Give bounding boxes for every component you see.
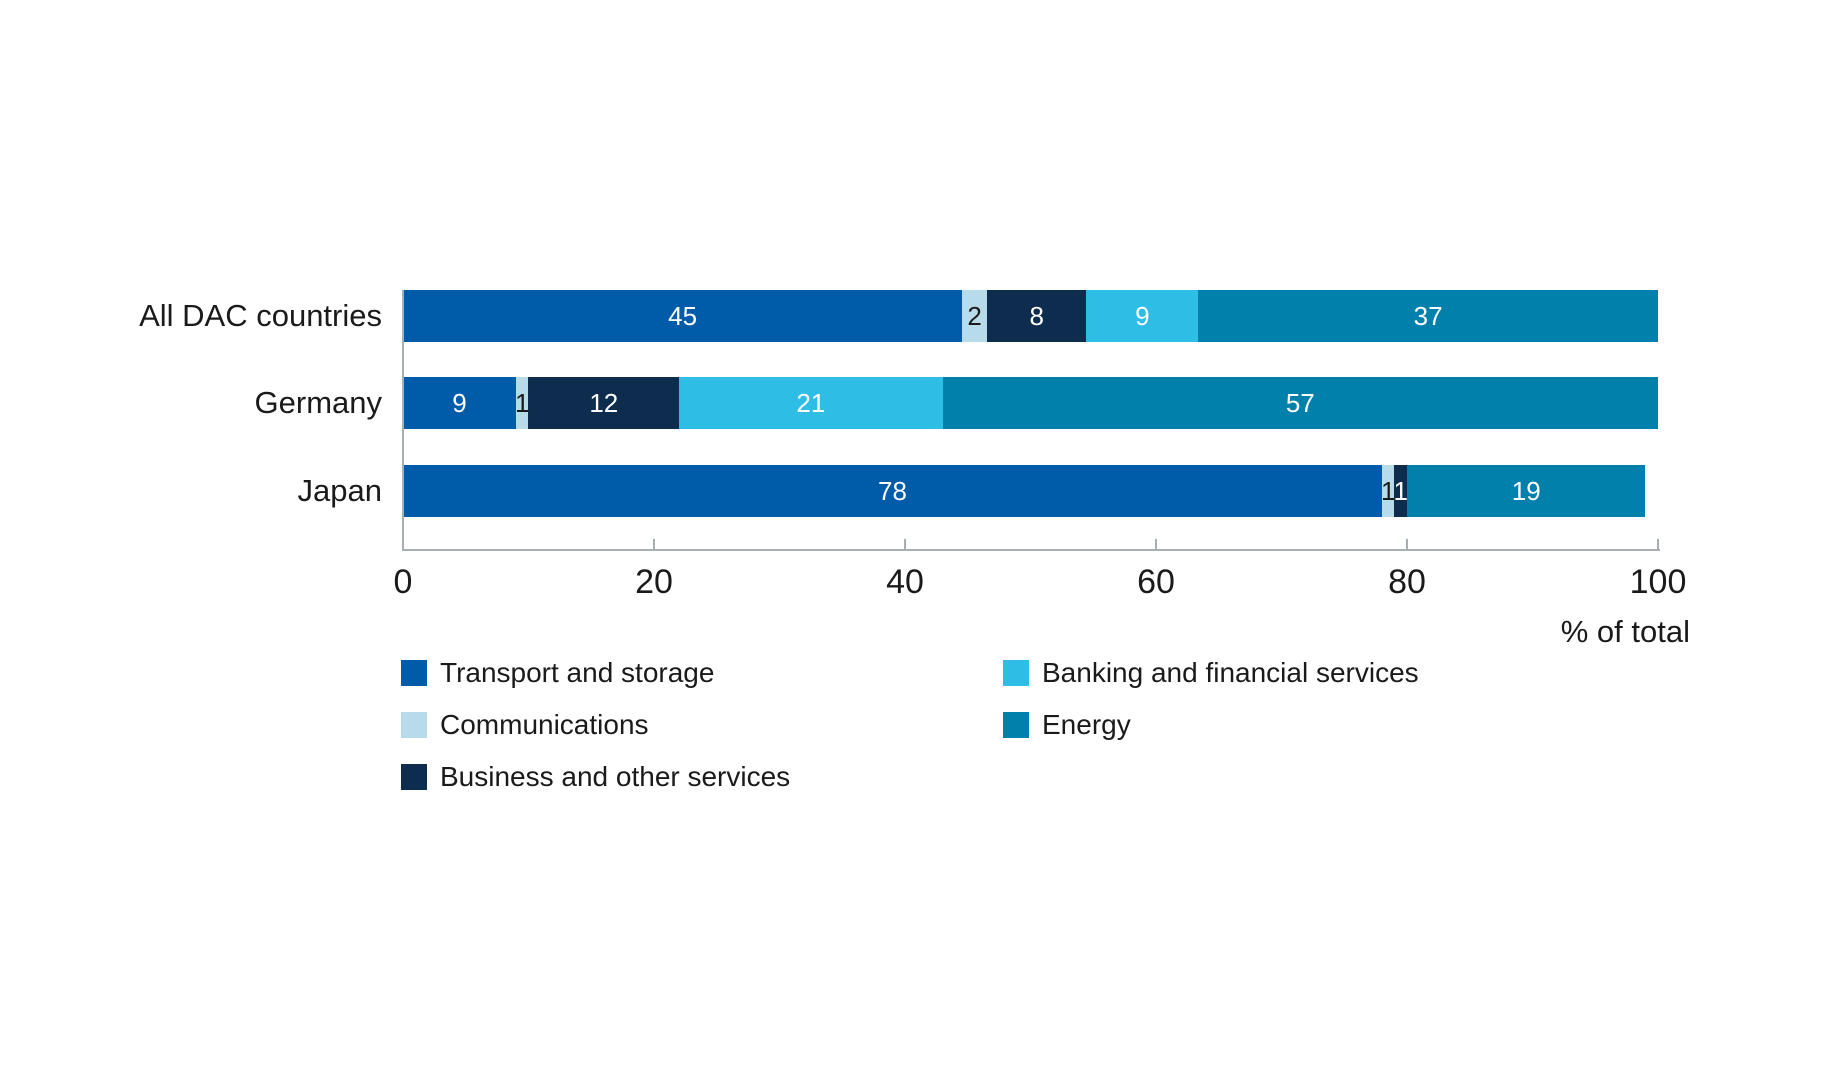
axis-tick: [1657, 539, 1659, 549]
plot-area: 45 2 8 9 37 9 1 12 21 57 78 1 1 19: [403, 0, 1659, 1080]
category-label: All DAC countries: [139, 298, 382, 333]
bar-value-label: 19: [1511, 476, 1541, 506]
axis-tick-label: 80: [1388, 563, 1426, 601]
y-axis-line: [402, 290, 404, 550]
legend-label: Business and other services: [440, 761, 791, 792]
bar-segment: 37: [1198, 290, 1659, 342]
bar-segment: 12: [528, 377, 680, 429]
legend-label: Transport and storage: [440, 657, 715, 688]
category-label: Japan: [297, 473, 382, 508]
bar-segment: 9: [1086, 290, 1199, 342]
bar-value-label: 21: [796, 388, 826, 418]
bar-value-label: 9: [452, 388, 467, 418]
bar-value-label: 1: [1393, 476, 1408, 506]
bar-value-label: 57: [1285, 388, 1315, 418]
axis-tick: [402, 539, 404, 549]
legend-label: Communications: [440, 709, 649, 740]
axis-tick-label: 100: [1629, 563, 1687, 601]
bar-value-label: 37: [1413, 301, 1443, 331]
legend-swatch: [1003, 712, 1029, 738]
bar-segment: 1: [514, 377, 530, 429]
bar-row: 45 2 8 9 37: [403, 290, 1659, 342]
axis-tick: [1155, 539, 1157, 549]
legend-swatch: [401, 712, 427, 738]
legend-swatch: [401, 764, 427, 790]
bar-segment: 1: [1393, 465, 1408, 517]
bar-row: 9 1 12 21 57: [403, 377, 1658, 429]
bar-segment: 2: [962, 290, 988, 342]
bar-value-label: 78: [877, 476, 907, 506]
axis-tick-label: 40: [886, 563, 924, 601]
legend-label: Energy: [1042, 709, 1131, 740]
legend-item: Business and other services: [401, 761, 791, 792]
bar-segment: 8: [987, 290, 1087, 342]
bar-row: 78 1 1 19: [403, 465, 1658, 517]
bar-value-label: 2: [967, 301, 982, 331]
axis-tick-label: 0: [393, 563, 413, 601]
bar-value-label: 12: [589, 388, 619, 418]
axis-tick-label: 60: [1137, 563, 1175, 601]
bar-segment: 19: [1406, 465, 1646, 517]
category-label: Germany: [254, 385, 382, 420]
bar-segment: 78: [403, 465, 1382, 517]
bar-segment: 57: [942, 377, 1658, 429]
legend-item: Banking and financial services: [1003, 657, 1419, 688]
legend-item: Energy: [1003, 709, 1131, 740]
bar-segment: 1: [1380, 465, 1396, 517]
bar-segment: 21: [679, 377, 943, 429]
axis-tick: [653, 539, 655, 549]
legend-swatch: [1003, 660, 1029, 686]
legend-label: Banking and financial services: [1042, 657, 1419, 688]
legend-swatch: [401, 660, 427, 686]
x-axis-title: % of total: [1560, 614, 1690, 649]
axis-tick-label: 20: [635, 563, 673, 601]
bar-segment: 9: [403, 377, 516, 429]
bar-value-label: 45: [668, 301, 698, 331]
bar-value-label: 1: [514, 388, 530, 418]
legend-item: Communications: [401, 709, 649, 740]
legend-item: Transport and storage: [401, 657, 715, 688]
bar-value-label: 9: [1135, 301, 1150, 331]
axis-tick: [1406, 539, 1408, 549]
axis-tick: [904, 539, 906, 549]
bar-value-label: 1: [1380, 476, 1396, 506]
bar-value-label: 8: [1029, 301, 1044, 331]
x-axis-line: [402, 549, 1660, 551]
bar-segment: 45: [403, 290, 963, 342]
